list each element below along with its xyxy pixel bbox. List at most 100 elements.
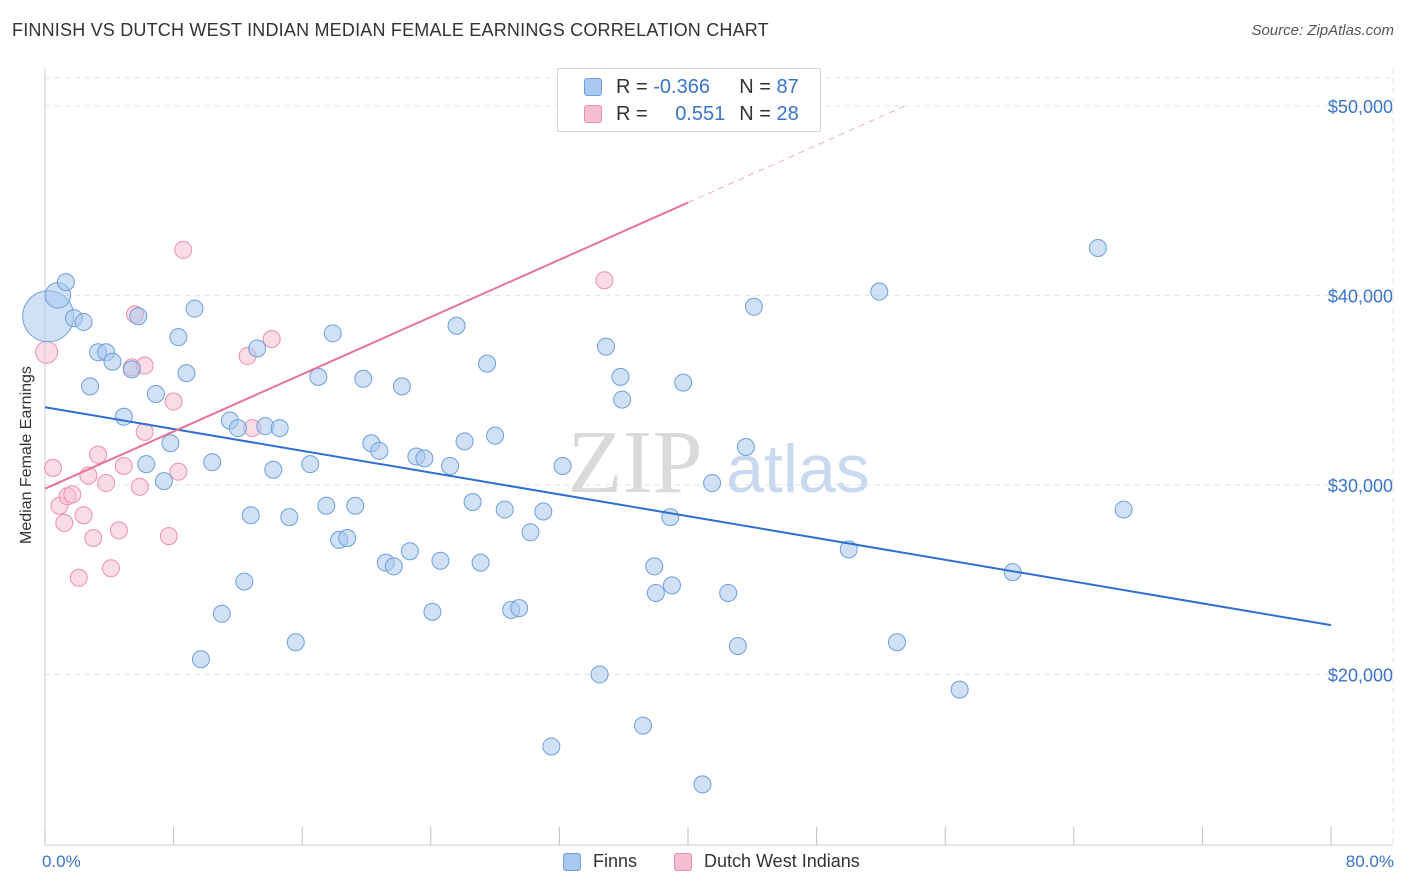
finns-point [384,557,403,576]
finns-point [56,273,75,292]
finns-n-value: 87 [776,75,799,98]
finns-point [431,551,450,570]
x-tick-min: 0.0% [42,852,81,871]
dwi-point [44,458,63,477]
y-tick-label-50000: $50,000 [1328,97,1393,117]
finns-point [81,377,100,396]
finns-point [177,364,196,383]
finns-point [736,438,755,457]
finns-point [611,367,630,386]
dwi-point [159,527,178,546]
source-credit: Source: ZipAtlas.com [1251,22,1394,39]
legend-row-dwi: R = 0.551 N = 28 [584,102,799,126]
finns-point [354,369,373,388]
finns-swatch [584,78,602,96]
finns-point [161,434,180,453]
finns-point [613,390,632,409]
finns-point [154,472,173,491]
dwi-point [169,462,188,481]
watermark-zip: ZIP [568,413,703,512]
dwi-point [84,528,103,547]
finns-point [674,373,693,392]
dwi-trend-line [44,201,689,490]
finns-point [301,455,320,474]
finns-point [114,407,133,426]
finns-point [286,633,305,652]
dwi-point [69,568,88,587]
finns-point [129,307,148,326]
finns-point [542,737,561,756]
axes [44,68,1393,846]
finns-point [447,316,466,335]
finns-point [662,576,681,595]
legend-dwi-label: Dutch West Indians [704,851,860,871]
dwi-point [595,271,614,290]
finns-point [1088,239,1107,258]
dwi-n-value: 28 [776,102,799,125]
finns-point [870,282,889,301]
finns-point [486,426,505,445]
finns-point [309,367,328,386]
chart-title: FINNISH VS DUTCH WEST INDIAN MEDIAN FEMA… [12,20,769,40]
finns-point [478,354,497,373]
finns-point [122,360,141,379]
finns-point [441,456,460,475]
dwi-point [109,521,128,540]
finns-point [1114,500,1133,519]
finns-point [400,542,419,561]
dwi-r-label: R = [616,102,654,125]
dwi-point [262,330,281,349]
dwi-point [164,392,183,411]
finns-point [103,352,122,371]
finns-point [241,506,260,525]
finns-point [633,716,652,735]
legend-dwi-swatch [674,852,692,871]
dwi-point [130,477,149,496]
finns-point [235,572,254,591]
finns-r-value: -0.366 [653,75,710,98]
finns-point [534,502,553,521]
finns-n-label: N = [739,75,777,98]
finns-point [597,337,616,356]
finns-point [212,604,231,623]
legend-item-dwi[interactable]: Dutch West Indians [674,851,860,872]
finns-point [646,583,665,602]
dwi-point [114,456,133,475]
finns-point [392,377,411,396]
dwi-swatch [584,105,602,123]
finns-point [521,523,540,542]
finns-point [590,665,609,684]
dwi-point [55,513,74,532]
finns-point [264,460,283,479]
y-tick-label-20000: $20,000 [1328,665,1393,685]
dwi-point [63,485,82,504]
dwi-point [89,445,108,464]
finns-point [338,528,357,547]
finns-point [728,637,747,656]
finns-point [887,633,906,652]
y-tick-labels: $20,000 $30,000 $40,000 $50,000 [1328,97,1393,686]
finns-point [510,599,529,618]
finns-point [370,441,389,460]
series-legend: Finns Dutch West Indians [0,851,1406,877]
finns-point [495,500,514,519]
correlation-legend: R = -0.366 N = 87 R = 0.551 N = 28 [557,68,821,132]
finns-point [415,449,434,468]
legend-item-finns[interactable]: Finns [563,851,637,872]
dwi-point [97,474,116,493]
finns-point [719,583,738,602]
finns-point [317,496,336,515]
finns-point [191,650,210,669]
finns-point [693,775,712,794]
finns-point [248,339,267,358]
finns-point [471,553,490,572]
grid [45,68,1394,845]
finns-point [280,508,299,527]
dwi-point [35,340,59,364]
legend-finns-swatch [563,852,581,871]
trend-lines [44,105,1332,627]
finns-point [950,680,969,699]
x-tick-max: 80.0% [1345,852,1394,871]
legend-finns-label: Finns [593,851,638,871]
